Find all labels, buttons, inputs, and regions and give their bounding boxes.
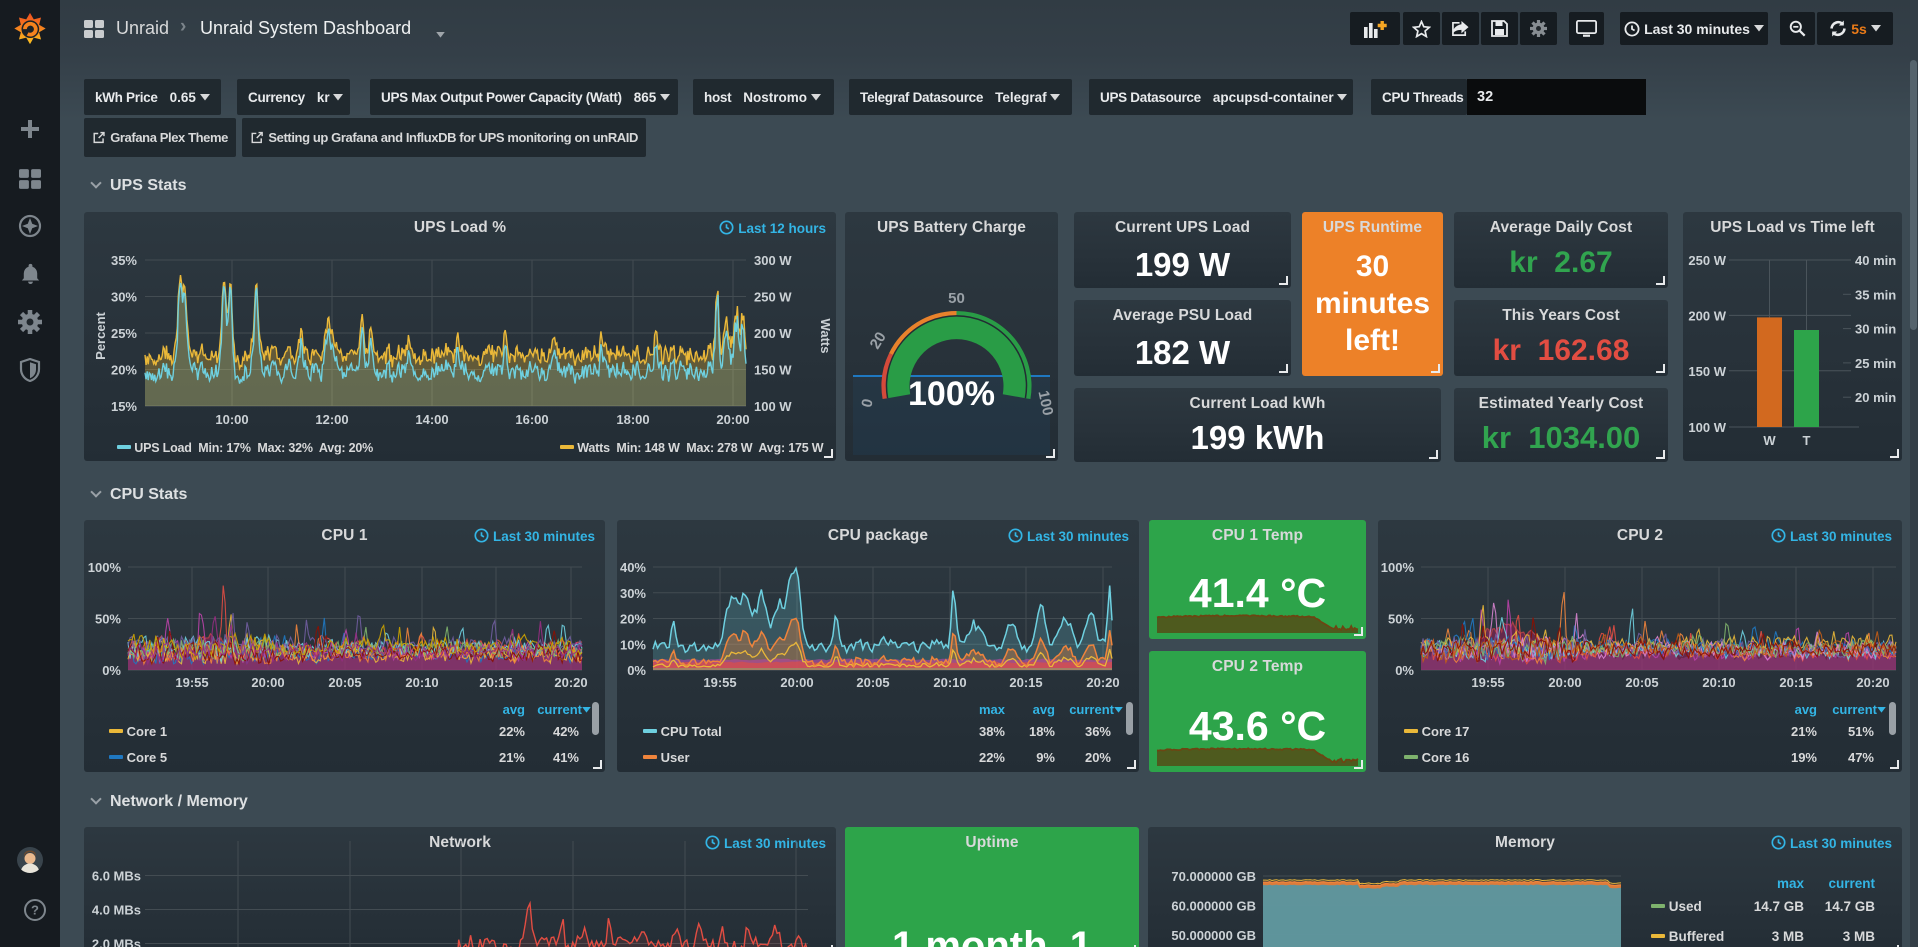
svg-text:15%: 15% — [111, 399, 137, 414]
svg-text:10%: 10% — [620, 637, 646, 652]
svg-text:50: 50 — [948, 290, 965, 307]
svg-text:16:00: 16:00 — [515, 412, 548, 427]
svg-text:20%: 20% — [111, 363, 137, 378]
svg-text:?: ? — [31, 903, 39, 918]
svg-text:20:05: 20:05 — [328, 675, 361, 690]
svg-text:250 W: 250 W — [1688, 253, 1726, 268]
svg-text:20:00: 20:00 — [1548, 675, 1581, 690]
svg-text:0%: 0% — [627, 663, 646, 678]
svg-text:100: 100 — [1034, 389, 1056, 417]
svg-text:70.000000 GB: 70.000000 GB — [1171, 869, 1256, 884]
svg-text:20:05: 20:05 — [1625, 675, 1658, 690]
svg-text:20:10: 20:10 — [1702, 675, 1735, 690]
svg-text:20:15: 20:15 — [479, 675, 512, 690]
svg-text:20:20: 20:20 — [1856, 675, 1889, 690]
svg-text:50%: 50% — [95, 612, 121, 627]
svg-text:100%: 100% — [88, 560, 122, 575]
svg-text:250 W: 250 W — [754, 290, 792, 305]
svg-text:Percent: Percent — [93, 311, 108, 359]
svg-text:0%: 0% — [102, 663, 121, 678]
svg-text:20:05: 20:05 — [856, 675, 889, 690]
svg-text:35%: 35% — [111, 253, 137, 268]
svg-text:100%: 100% — [1381, 560, 1415, 575]
svg-text:200 W: 200 W — [1688, 308, 1726, 323]
svg-text:20:15: 20:15 — [1009, 675, 1042, 690]
svg-text:20:10: 20:10 — [405, 675, 438, 690]
svg-text:20 min: 20 min — [1855, 390, 1896, 405]
svg-text:100 W: 100 W — [1688, 420, 1726, 435]
svg-text:W: W — [1763, 433, 1776, 448]
svg-text:20:00: 20:00 — [780, 675, 813, 690]
svg-text:40 min: 40 min — [1855, 253, 1896, 268]
svg-text:20: 20 — [867, 329, 890, 352]
svg-text:Watts: Watts — [818, 319, 833, 354]
svg-text:20:10: 20:10 — [933, 675, 966, 690]
svg-text:60.000000 GB: 60.000000 GB — [1171, 898, 1256, 913]
svg-text:6.0 MBs: 6.0 MBs — [92, 869, 141, 884]
svg-text:100 W: 100 W — [754, 399, 792, 414]
svg-text:T: T — [1803, 433, 1811, 448]
svg-text:0%: 0% — [1395, 663, 1414, 678]
svg-text:40%: 40% — [620, 560, 646, 575]
svg-text:20:15: 20:15 — [1779, 675, 1812, 690]
svg-text:10:00: 10:00 — [215, 412, 248, 427]
svg-text:12:00: 12:00 — [315, 412, 348, 427]
svg-text:19:55: 19:55 — [175, 675, 208, 690]
svg-text:20:00: 20:00 — [716, 412, 749, 427]
svg-text:150 W: 150 W — [754, 363, 792, 378]
svg-text:20:00: 20:00 — [251, 675, 284, 690]
svg-text:30%: 30% — [620, 586, 646, 601]
svg-text:19:55: 19:55 — [703, 675, 736, 690]
svg-text:50.000000 GB: 50.000000 GB — [1171, 928, 1256, 943]
svg-text:25 min: 25 min — [1855, 356, 1896, 371]
svg-text:4.0 MBs: 4.0 MBs — [92, 903, 141, 918]
svg-text:35 min: 35 min — [1855, 287, 1896, 302]
svg-text:25%: 25% — [111, 326, 137, 341]
svg-text:19:55: 19:55 — [1471, 675, 1504, 690]
svg-text:300 W: 300 W — [754, 253, 792, 268]
svg-text:150 W: 150 W — [1688, 364, 1726, 379]
svg-text:20:20: 20:20 — [1086, 675, 1119, 690]
svg-text:0: 0 — [858, 397, 876, 409]
svg-text:18:00: 18:00 — [616, 412, 649, 427]
svg-text:30 min: 30 min — [1855, 322, 1896, 337]
svg-text:2.0 MBs: 2.0 MBs — [92, 937, 141, 947]
svg-text:30%: 30% — [111, 290, 137, 305]
svg-text:200 W: 200 W — [754, 326, 792, 341]
svg-text:50%: 50% — [1388, 612, 1414, 627]
svg-text:20:20: 20:20 — [554, 675, 587, 690]
svg-text:14:00: 14:00 — [415, 412, 448, 427]
svg-text:20%: 20% — [620, 612, 646, 627]
